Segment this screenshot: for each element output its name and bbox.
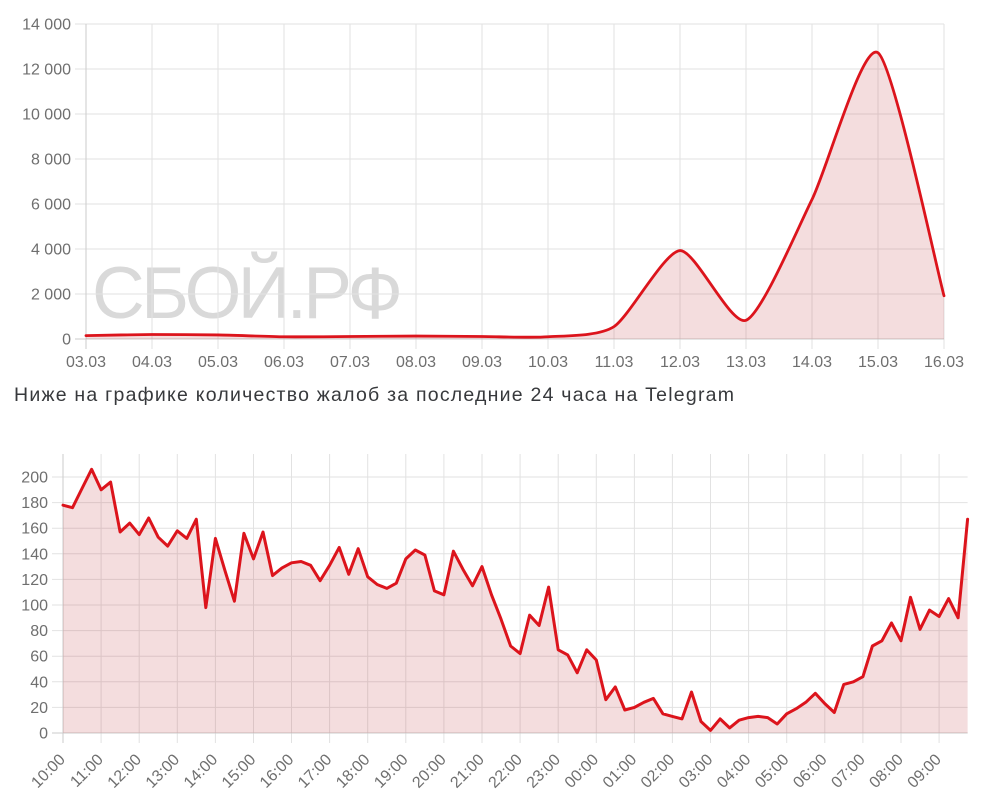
svg-text:04.03: 04.03 (132, 354, 172, 371)
svg-text:0: 0 (39, 726, 48, 743)
svg-text:03.03: 03.03 (66, 354, 106, 371)
svg-text:160: 160 (21, 521, 48, 538)
svg-text:2 000: 2 000 (31, 287, 71, 304)
svg-text:09.03: 09.03 (462, 354, 502, 371)
svg-text:06.03: 06.03 (264, 354, 304, 371)
svg-text:10 000: 10 000 (22, 107, 71, 124)
svg-text:80: 80 (30, 623, 48, 640)
svg-text:200: 200 (21, 470, 48, 487)
svg-text:8 000: 8 000 (31, 152, 71, 169)
svg-text:40: 40 (30, 674, 48, 691)
svg-text:Ниже на графике количество жал: Ниже на графике количество жалоб за посл… (14, 384, 734, 406)
svg-text:14.03: 14.03 (792, 354, 832, 371)
svg-text:120: 120 (21, 572, 48, 589)
svg-text:СБОЙ.РФ: СБОЙ.РФ (92, 252, 403, 334)
svg-text:20: 20 (30, 700, 48, 717)
svg-text:12.03: 12.03 (660, 354, 700, 371)
svg-text:12 000: 12 000 (22, 62, 71, 79)
svg-text:08.03: 08.03 (396, 354, 436, 371)
svg-text:4 000: 4 000 (31, 242, 71, 259)
svg-text:07.03: 07.03 (330, 354, 370, 371)
svg-text:11.03: 11.03 (595, 354, 634, 371)
svg-text:6 000: 6 000 (31, 197, 71, 214)
svg-text:0: 0 (62, 332, 71, 349)
svg-text:15.03: 15.03 (858, 354, 898, 371)
svg-text:10.03: 10.03 (528, 354, 568, 371)
svg-text:100: 100 (21, 598, 48, 615)
svg-text:13.03: 13.03 (726, 354, 766, 371)
svg-text:16.03: 16.03 (924, 354, 964, 371)
svg-text:140: 140 (21, 546, 48, 563)
svg-text:60: 60 (30, 649, 48, 666)
svg-text:180: 180 (21, 495, 48, 512)
svg-text:14 000: 14 000 (22, 17, 71, 34)
svg-text:05.03: 05.03 (198, 354, 238, 371)
